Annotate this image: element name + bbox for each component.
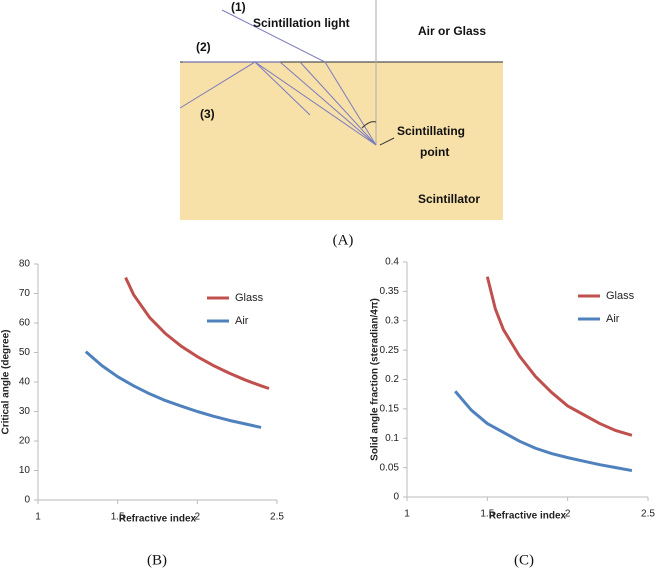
x-tick-label: 1.5 xyxy=(480,509,494,520)
medium-label: Air or Glass xyxy=(418,24,486,38)
y-tick-label: 0.35 xyxy=(380,286,400,297)
legend-label: Air xyxy=(606,313,620,325)
caption: (C) xyxy=(514,552,534,568)
point-label: point xyxy=(420,145,449,159)
y-tick-label: 80 xyxy=(19,259,31,270)
y-tick-label: 0.25 xyxy=(380,345,400,356)
x-axis-label: Refractive index xyxy=(119,514,197,525)
angle-arc xyxy=(361,121,377,129)
y-tick-label: 20 xyxy=(19,436,31,447)
light-label: Scintillation light xyxy=(253,16,350,30)
y-tick-label: 0 xyxy=(393,492,399,503)
y-tick-label: 0.2 xyxy=(385,374,399,385)
x-tick-label: 1 xyxy=(404,509,410,520)
y-tick-label: 40 xyxy=(19,377,31,388)
y-tick-label: 0 xyxy=(24,495,30,506)
series-line xyxy=(124,276,270,390)
x-tick-label: 2 xyxy=(565,509,571,520)
caption: (B) xyxy=(147,552,167,568)
y-tick-label: 0.3 xyxy=(385,315,399,326)
ray-4 xyxy=(299,61,377,146)
x-tick-label: 2 xyxy=(195,512,201,523)
y-axis-label: Critical angle (degree) xyxy=(1,329,12,434)
y-tick-label: 10 xyxy=(19,465,31,476)
ray-1 xyxy=(221,9,377,146)
point-label: Scintillating xyxy=(397,124,465,138)
legend-label: Glass xyxy=(606,290,635,302)
legend-label: Air xyxy=(235,315,249,327)
x-axis-label: Refractive index xyxy=(489,511,567,522)
ray-label: (1) xyxy=(231,0,246,14)
legend-label: Glass xyxy=(235,292,264,304)
y-tick-label: 0.4 xyxy=(385,257,399,268)
y-tick-label: 50 xyxy=(19,347,31,358)
y-axis-label: Solid angle fraction (steradian/4π) xyxy=(370,298,381,461)
pointer xyxy=(379,137,395,146)
y-tick-label: 60 xyxy=(19,318,31,329)
x-tick-label: 1.5 xyxy=(111,512,125,523)
series-line xyxy=(454,390,633,473)
series-line xyxy=(485,276,633,437)
ray-label: (3) xyxy=(200,107,215,121)
reflected-ray xyxy=(254,61,311,116)
y-tick-label: 0.05 xyxy=(380,462,400,473)
y-tick-label: 0.1 xyxy=(385,433,399,444)
y-tick-label: 70 xyxy=(19,288,31,299)
series-line xyxy=(84,350,262,429)
x-tick-label: 2.5 xyxy=(641,509,655,520)
scintillator-label: Scintillator xyxy=(418,192,480,206)
y-tick-label: 0.15 xyxy=(380,404,400,415)
caption: (A) xyxy=(333,232,354,248)
ray-2 xyxy=(183,61,377,146)
ray-label: (2) xyxy=(196,40,211,54)
x-tick-label: 2.5 xyxy=(270,512,284,523)
x-tick-label: 1 xyxy=(35,512,41,523)
y-tick-label: 30 xyxy=(19,406,31,417)
